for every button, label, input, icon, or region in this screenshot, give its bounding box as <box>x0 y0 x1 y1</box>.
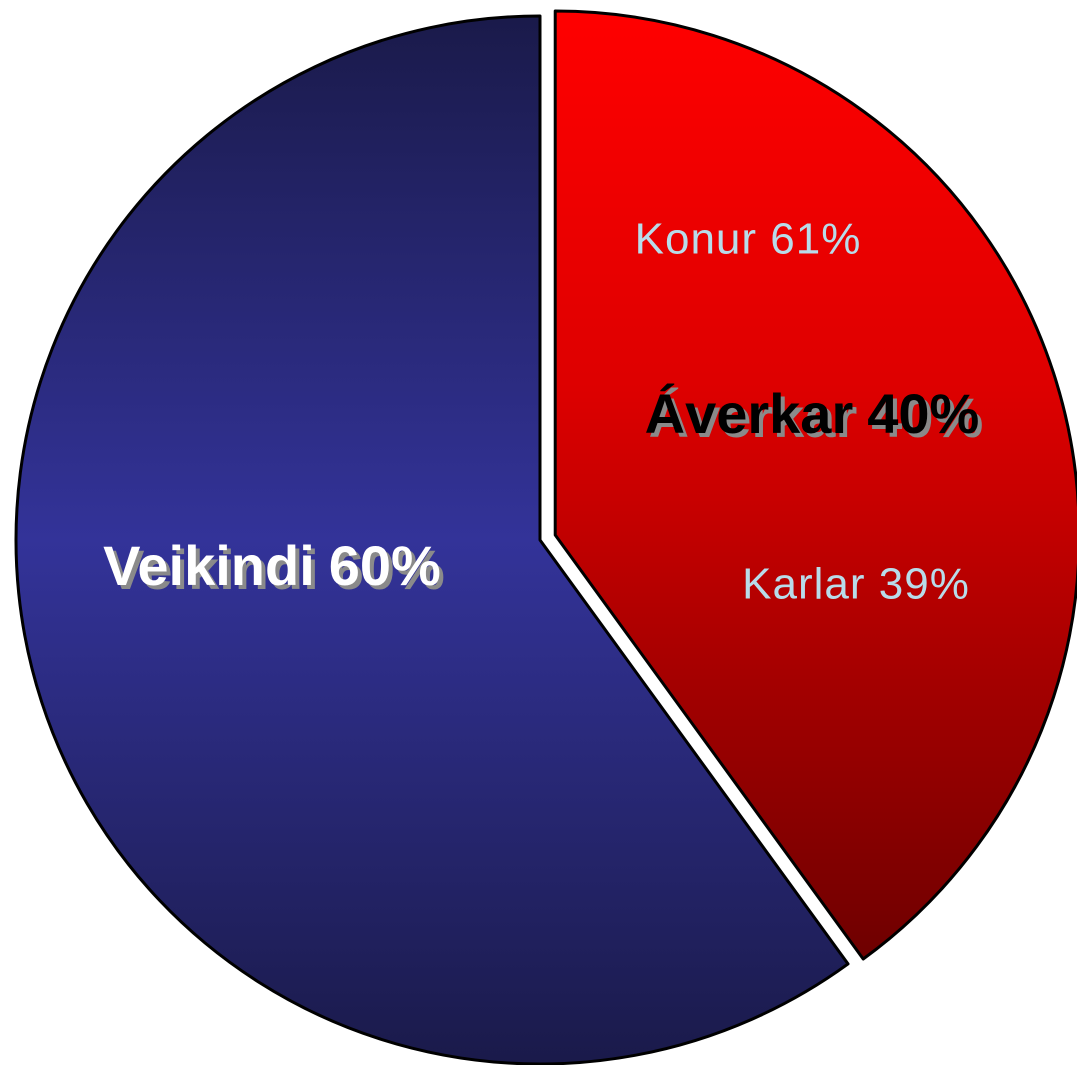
category-label: Áverkar <box>645 382 854 445</box>
category-label: Veikindi <box>103 534 315 597</box>
pie-slice <box>14 14 850 1065</box>
annotation: Karlar 39% <box>742 560 970 609</box>
value-label: 40% <box>867 382 979 445</box>
label-shadow: Áverkar 40% <box>649 386 984 449</box>
slice-label: Veikindi 60% <box>103 534 441 597</box>
value-label: 60% <box>333 538 445 601</box>
value-label: 40% <box>871 386 983 449</box>
category-label: Áverkar <box>649 386 858 449</box>
pie-slice <box>553 9 1077 961</box>
annotation: Konur 61% <box>635 215 862 264</box>
value-label: 60% <box>329 534 441 597</box>
label-shadow: Veikindi 60% <box>107 538 445 601</box>
slice-label: Áverkar 40% <box>645 382 980 445</box>
category-label: Veikindi <box>107 538 319 601</box>
